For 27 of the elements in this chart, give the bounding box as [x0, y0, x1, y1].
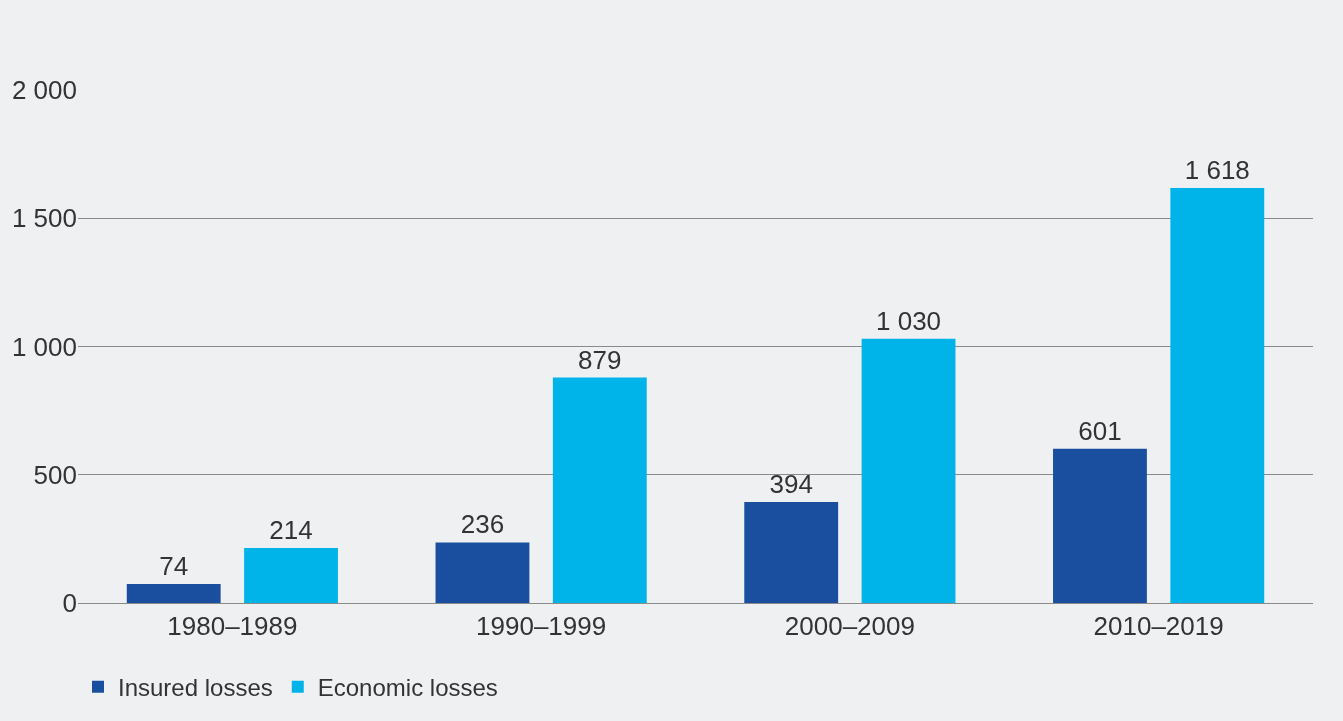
y-tick-label: 500: [33, 459, 77, 490]
data-label: 214: [269, 515, 313, 546]
x-tick-label: 2010–2019: [1093, 611, 1224, 642]
data-label: 1 618: [1184, 154, 1250, 185]
bar: [244, 548, 338, 603]
x-tick-label: 1980–1989: [167, 611, 298, 642]
y-tick-label: 0: [62, 588, 77, 619]
x-tick-label: 1990–1999: [476, 611, 607, 642]
bar: [126, 584, 221, 603]
legend-label: Economic losses: [317, 674, 498, 702]
data-label: 394: [769, 468, 813, 499]
data-label: 74: [159, 551, 189, 582]
bar: [1053, 448, 1147, 603]
bar: [435, 542, 530, 603]
data-label: 1 030: [876, 305, 942, 336]
bar: [1170, 187, 1265, 603]
x-tick-label: 2000–2009: [784, 611, 915, 642]
y-tick-label: 1 500: [11, 203, 77, 234]
y-tick-label: 2 000: [11, 75, 77, 106]
bar: [861, 338, 956, 603]
data-label: 601: [1078, 415, 1122, 446]
bar: [552, 377, 647, 603]
legend-label: Insured losses: [118, 674, 273, 702]
data-label: 879: [578, 344, 622, 375]
data-label: 236: [460, 509, 505, 540]
y-tick-label: 1 000: [11, 331, 77, 362]
bar: [744, 501, 839, 603]
